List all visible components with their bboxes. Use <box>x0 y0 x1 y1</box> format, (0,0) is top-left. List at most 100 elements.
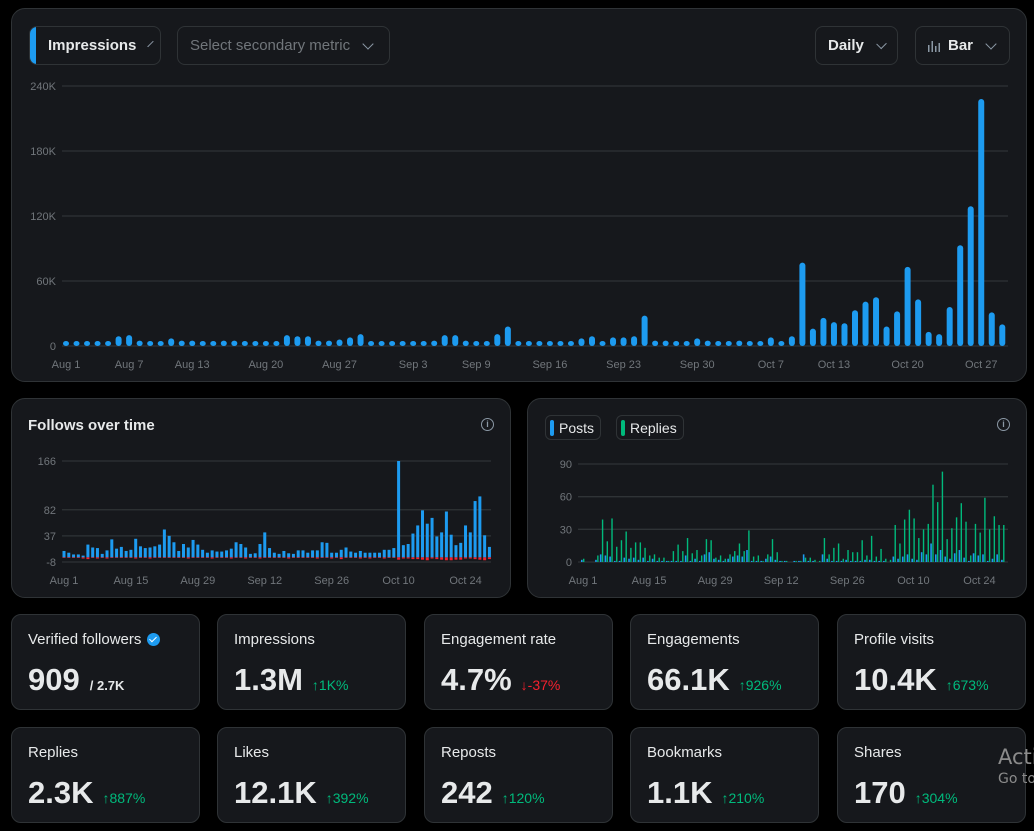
unfollows-bar[interactable] <box>392 557 396 558</box>
unfollows-bar[interactable] <box>115 557 119 558</box>
unfollows-bar[interactable] <box>320 557 324 558</box>
impressions-bar[interactable] <box>589 336 595 346</box>
unfollows-bar[interactable] <box>196 557 200 558</box>
posts-bar[interactable] <box>746 550 748 562</box>
unfollows-bar[interactable] <box>239 557 243 558</box>
impressions-bar[interactable] <box>84 341 91 346</box>
posts-bar[interactable] <box>694 558 696 562</box>
posts-bar[interactable] <box>642 557 644 562</box>
unfollows-bar[interactable] <box>449 557 453 561</box>
posts-bar[interactable] <box>892 556 895 562</box>
stat-card-verified-followers[interactable]: Verified followers 909 / 2.7K <box>11 614 200 710</box>
follows-bar[interactable] <box>210 550 214 558</box>
replies-bar[interactable] <box>955 517 958 562</box>
replies-bar[interactable] <box>795 560 797 562</box>
impressions-bar[interactable] <box>999 324 1006 346</box>
posts-bar[interactable] <box>807 560 810 562</box>
replies-bar[interactable] <box>748 530 750 562</box>
posts-bar[interactable] <box>953 553 956 562</box>
replies-bar[interactable] <box>823 538 826 562</box>
follows-bar[interactable] <box>81 555 85 558</box>
replies-bar[interactable] <box>781 560 783 562</box>
follows-bar[interactable] <box>464 525 468 558</box>
stat-card-engagement-rate[interactable]: Engagement rate 4.7% ↓-37% <box>424 614 613 710</box>
unfollows-bar[interactable] <box>483 557 487 561</box>
replies-bar[interactable] <box>639 542 642 562</box>
posts-bar[interactable] <box>774 559 777 562</box>
replies-bar[interactable] <box>998 524 1000 562</box>
replies-bar[interactable] <box>903 519 906 562</box>
posts-bar[interactable] <box>736 555 739 562</box>
follows-bar[interactable] <box>325 542 329 558</box>
unfollows-bar[interactable] <box>134 557 138 559</box>
posts-bar[interactable] <box>850 560 852 562</box>
replies-bar[interactable] <box>682 551 684 562</box>
unfollows-bar[interactable] <box>464 557 468 559</box>
posts-bar[interactable] <box>675 560 677 562</box>
unfollows-bar[interactable] <box>487 557 491 560</box>
impressions-bar[interactable] <box>262 341 269 346</box>
impressions-bar[interactable] <box>620 337 627 346</box>
posts-bar[interactable] <box>717 559 720 562</box>
replies-bar[interactable] <box>828 554 830 562</box>
replies-bar[interactable] <box>979 532 981 562</box>
follows-bar[interactable] <box>315 550 319 558</box>
unfollows-bar[interactable] <box>454 557 458 560</box>
posts-bar[interactable] <box>798 560 800 562</box>
impressions-bar[interactable] <box>452 335 459 346</box>
follows-bar[interactable] <box>153 546 157 558</box>
impressions-bar[interactable] <box>841 323 848 346</box>
replies-bar[interactable] <box>601 519 604 562</box>
posts-bar[interactable] <box>713 558 715 562</box>
posts-bar[interactable] <box>986 560 989 562</box>
unfollows-bar[interactable] <box>182 557 185 558</box>
follows-bar[interactable] <box>225 550 229 558</box>
unfollows-bar[interactable] <box>129 557 133 558</box>
impressions-bar[interactable] <box>788 336 795 346</box>
replies-bar[interactable] <box>606 541 608 562</box>
impressions-bar[interactable] <box>63 341 69 346</box>
impressions-bar[interactable] <box>736 340 743 346</box>
unfollows-bar[interactable] <box>325 557 329 558</box>
posts-bar[interactable] <box>821 554 824 562</box>
follows-bar[interactable] <box>215 551 219 558</box>
follows-bar[interactable] <box>377 552 381 558</box>
impressions-bar[interactable] <box>830 322 837 346</box>
replies-bar[interactable] <box>634 542 637 562</box>
impressions-bar[interactable] <box>957 245 964 346</box>
follows-bar[interactable] <box>129 549 133 558</box>
impressions-bar[interactable] <box>683 341 690 346</box>
unfollows-bar[interactable] <box>421 557 424 560</box>
unfollows-bar[interactable] <box>76 557 80 558</box>
follows-bar[interactable] <box>76 554 80 558</box>
unfollows-bar[interactable] <box>473 557 477 560</box>
impressions-bar[interactable] <box>126 335 133 346</box>
impressions-bar[interactable] <box>862 301 869 346</box>
stat-card-shares[interactable]: Shares 170 ↑304% <box>837 727 1026 823</box>
unfollows-bar[interactable] <box>354 557 358 558</box>
impressions-bar[interactable] <box>662 340 669 346</box>
follows-bar[interactable] <box>478 496 482 558</box>
replies-bar[interactable] <box>757 555 760 562</box>
unfollows-bar[interactable] <box>215 557 219 558</box>
impressions-bar[interactable] <box>757 341 764 346</box>
follows-bar[interactable] <box>382 549 386 558</box>
replies-bar[interactable] <box>767 554 769 562</box>
posts-bar[interactable] <box>996 554 998 562</box>
replies-bar[interactable] <box>752 556 755 562</box>
impressions-bar[interactable] <box>441 335 448 346</box>
posts-bar[interactable] <box>699 560 701 562</box>
follows-bar[interactable] <box>143 548 147 558</box>
replies-bar[interactable] <box>677 544 679 562</box>
follows-bar[interactable] <box>306 552 310 558</box>
posts-bar[interactable] <box>765 558 767 562</box>
impressions-bar[interactable] <box>704 340 711 346</box>
follows-bar[interactable] <box>401 545 405 558</box>
follows-bar[interactable] <box>444 511 448 558</box>
posts-bar[interactable] <box>916 559 918 562</box>
posts-bar[interactable] <box>732 556 734 562</box>
unfollows-bar[interactable] <box>468 557 472 559</box>
unfollows-bar[interactable] <box>377 557 381 558</box>
follows-bar[interactable] <box>363 552 367 558</box>
impressions-bar[interactable] <box>515 341 522 346</box>
